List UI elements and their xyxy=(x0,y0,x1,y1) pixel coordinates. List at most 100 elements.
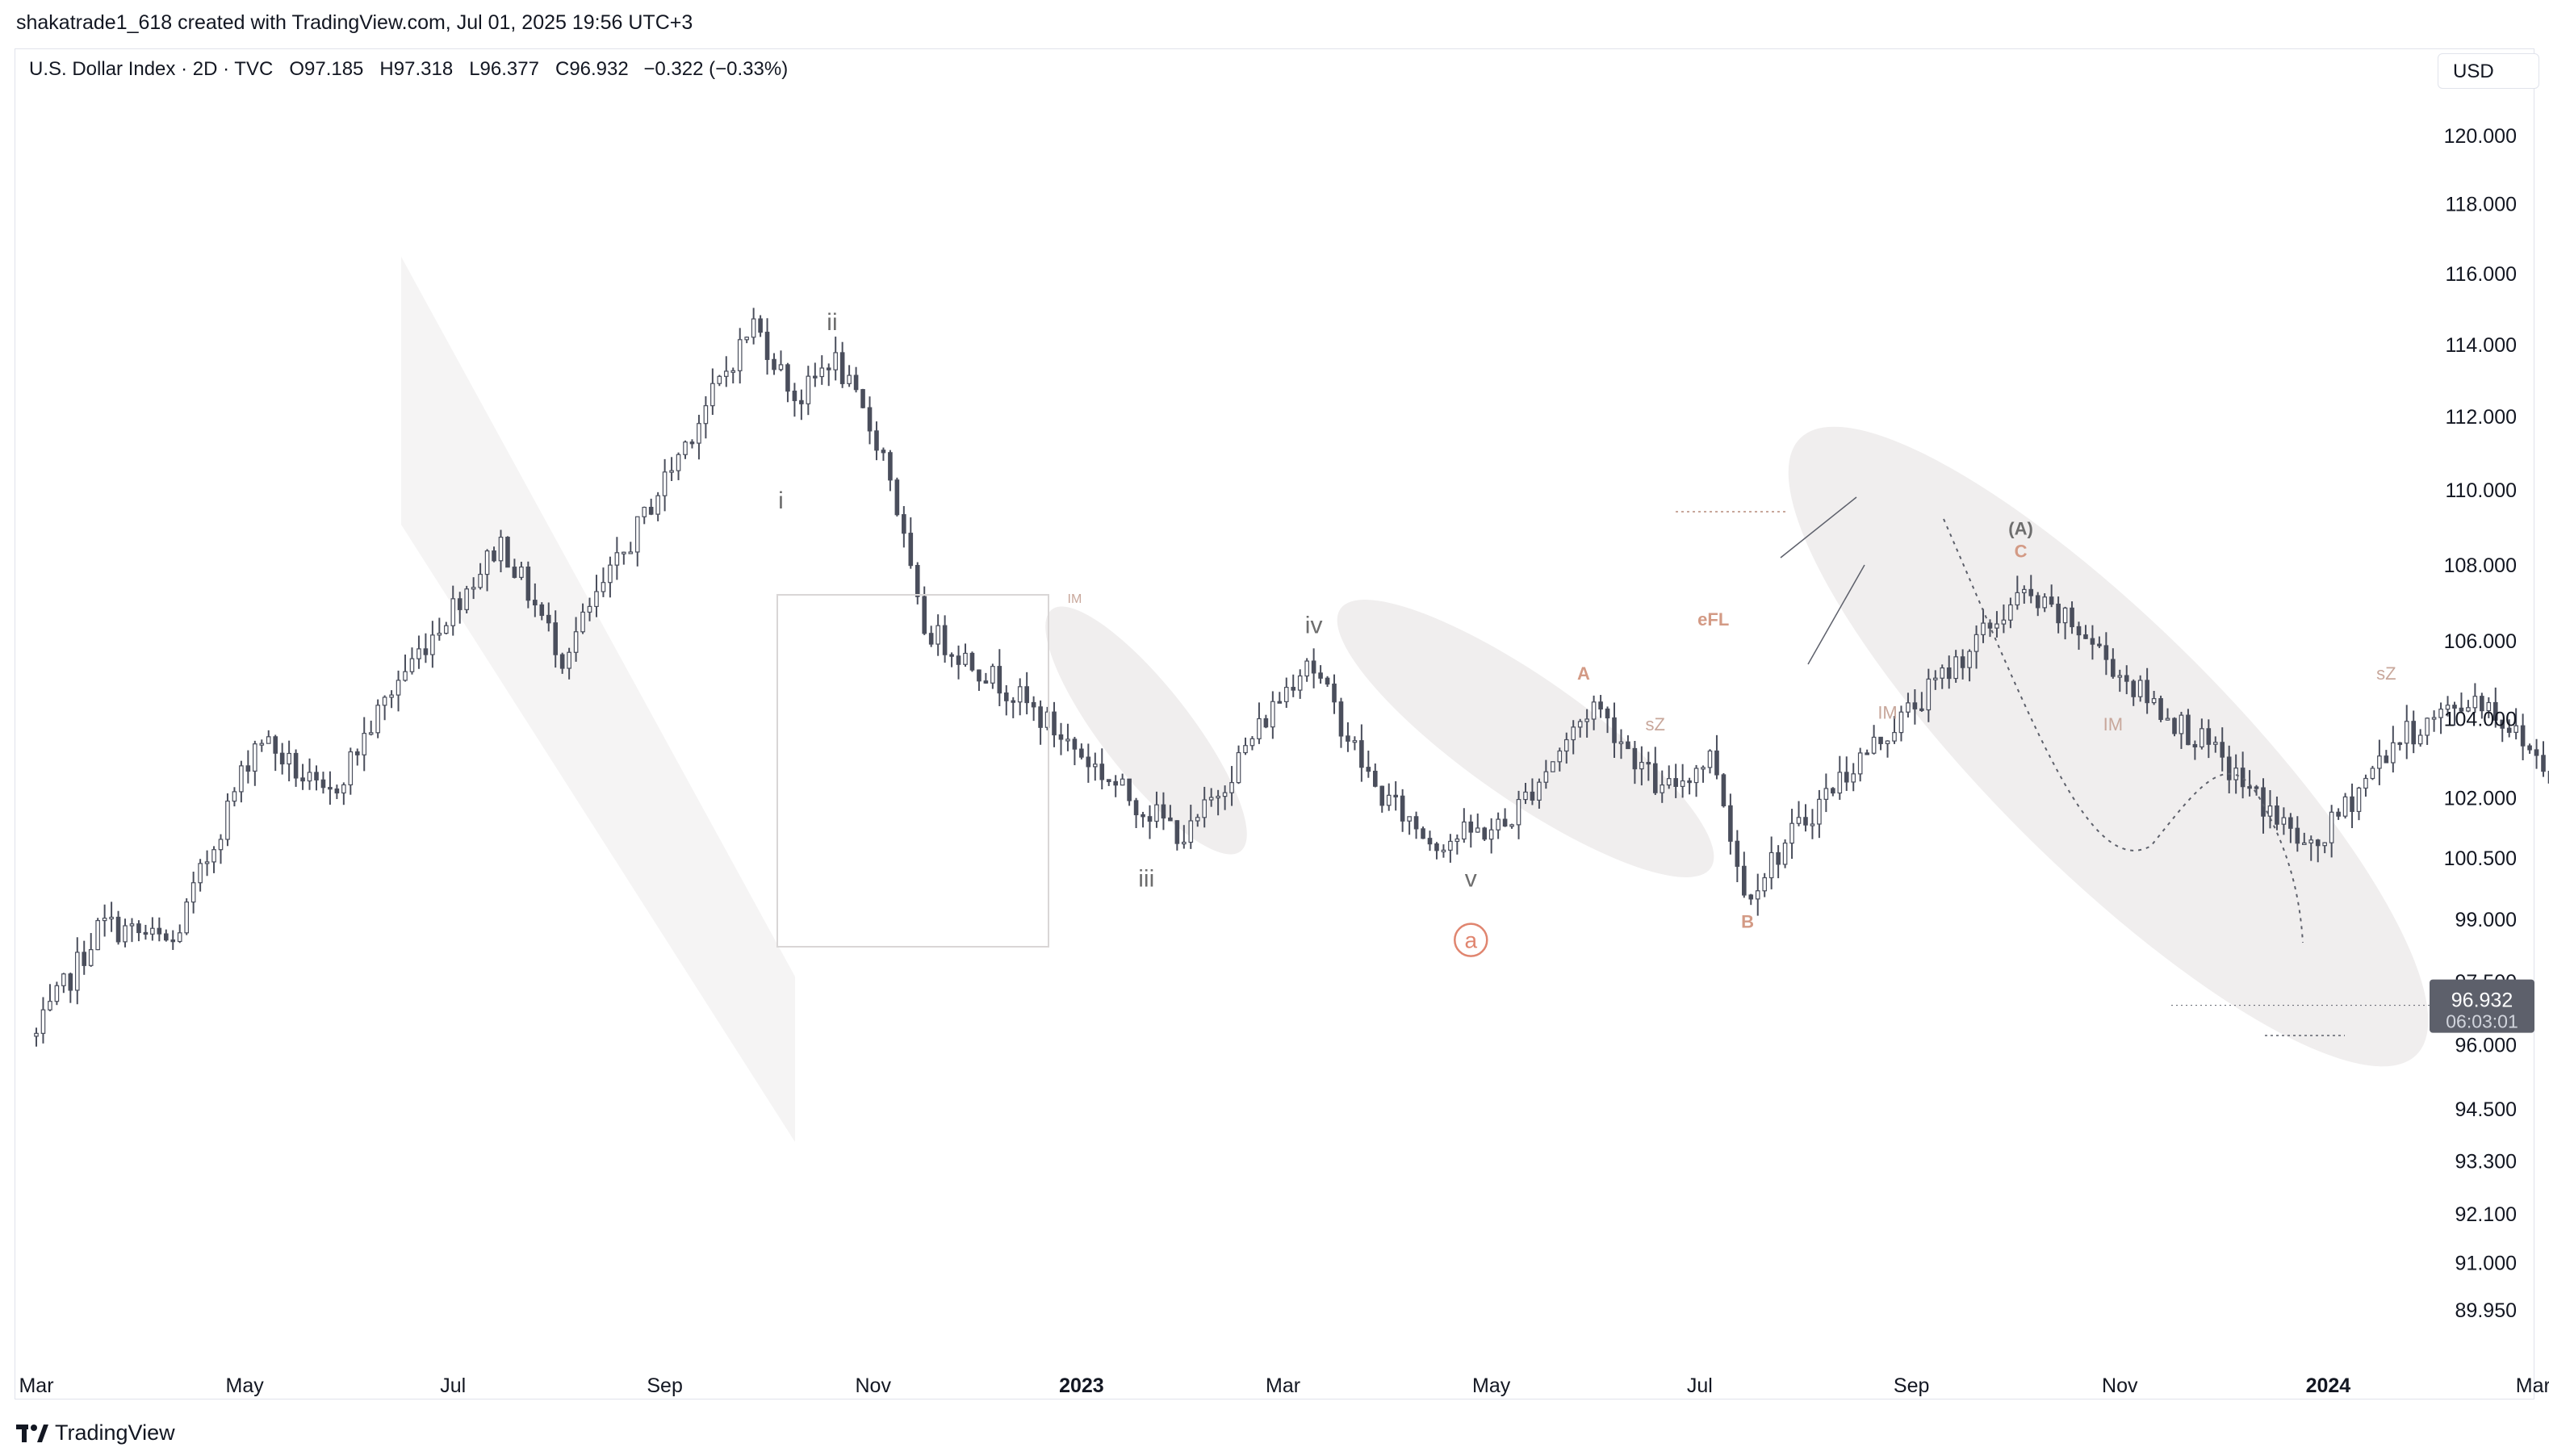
candle-body xyxy=(314,772,319,780)
candle-body xyxy=(1249,738,1255,747)
candle-body xyxy=(1161,804,1166,819)
candle-body xyxy=(1557,750,1563,763)
candle-body xyxy=(1168,817,1173,822)
candle-body xyxy=(211,849,216,863)
candle-body xyxy=(867,407,873,432)
efl-box xyxy=(776,594,1049,948)
candle-body xyxy=(2103,645,2109,660)
candle-body xyxy=(1660,784,1665,793)
tradingview-brand[interactable]: TradingView xyxy=(16,1420,175,1446)
candle-body xyxy=(1618,741,1624,744)
time-tick-label: Jul xyxy=(1687,1374,1713,1397)
im-ellipse-shape xyxy=(1045,606,1247,855)
candle-body xyxy=(253,743,257,772)
price-tick-label: 93.300 xyxy=(2455,1150,2517,1173)
candle-body xyxy=(1017,686,1023,703)
candle-body xyxy=(2076,625,2082,636)
candle-body xyxy=(1024,686,1029,704)
candle-body xyxy=(450,598,456,626)
candle-body xyxy=(1291,687,1296,691)
candle-body xyxy=(2090,638,2095,645)
price-tick-label: 92.100 xyxy=(2455,1203,2517,1226)
candle-body xyxy=(1543,771,1549,783)
candle-body xyxy=(1932,677,1938,680)
candle-body xyxy=(293,752,299,779)
time-tick-label: Mar xyxy=(1266,1374,1300,1397)
candle-body xyxy=(1454,838,1460,843)
candle-body xyxy=(403,671,408,681)
candle-body xyxy=(2117,675,2123,678)
currency-button[interactable]: USD xyxy=(2438,53,2539,89)
price-tick-label: 99.000 xyxy=(2455,909,2517,931)
candle-body xyxy=(1216,796,1220,799)
candle-body xyxy=(1898,711,1904,734)
price-tick-label: 94.500 xyxy=(2455,1098,2517,1121)
candle-body xyxy=(799,400,804,404)
candle-body xyxy=(1605,708,1610,719)
candle-body xyxy=(1598,701,1603,710)
candle-body xyxy=(239,765,244,793)
candle-body xyxy=(1563,738,1569,752)
candle-body xyxy=(2247,786,2252,789)
candle-body xyxy=(1776,851,1781,865)
candle-body xyxy=(1127,778,1132,801)
candle-body xyxy=(819,367,825,378)
candle-body xyxy=(443,625,449,634)
candle-body xyxy=(266,736,271,744)
symbol-name[interactable]: U.S. Dollar Index · 2D · TVC xyxy=(29,58,274,80)
candle-body xyxy=(1728,805,1733,842)
candle-body xyxy=(1208,797,1214,801)
candle-body xyxy=(594,591,599,608)
candle-body xyxy=(1707,750,1713,768)
candle-body xyxy=(2212,742,2218,745)
candle-body xyxy=(1551,761,1555,772)
candle-body xyxy=(1113,780,1118,786)
price-tick-label: 89.950 xyxy=(2455,1299,2517,1322)
candle-body xyxy=(2172,718,2177,734)
candle-body xyxy=(109,916,114,920)
candle-body xyxy=(498,537,504,562)
candle-body xyxy=(1967,651,1972,668)
candle-body xyxy=(2206,728,2212,745)
candle-body xyxy=(2425,718,2430,736)
candle-body xyxy=(2459,707,2464,712)
candle-body xyxy=(1346,735,1350,742)
candle-body xyxy=(307,772,312,782)
candle-body xyxy=(2342,796,2348,817)
candle-body xyxy=(580,611,585,633)
candle-body xyxy=(2186,714,2191,746)
candle-body xyxy=(1714,750,1719,776)
candle-body xyxy=(676,454,681,471)
candle-body xyxy=(1652,763,1658,793)
candle-body xyxy=(123,925,128,943)
candle-body xyxy=(2445,705,2451,710)
candle-body xyxy=(1755,890,1760,900)
time-tick-label: Nov xyxy=(2102,1374,2138,1397)
candle-body xyxy=(2151,698,2157,704)
candle-body xyxy=(1400,795,1405,822)
candle-body xyxy=(2008,604,2013,621)
candle-body xyxy=(928,633,934,645)
time-axis: Mar May Jul Sep Nov 2023 Mar May Jul Sep Nov 2024 Ma… xyxy=(19,1374,2549,1397)
candle-body xyxy=(1584,718,1589,722)
candle-body xyxy=(150,927,155,935)
candle-body xyxy=(184,902,189,934)
candle-body xyxy=(806,375,811,404)
candle-body xyxy=(170,939,176,943)
candle-body xyxy=(1878,736,1883,744)
candle-body xyxy=(1072,738,1078,750)
candle-body xyxy=(2431,717,2437,720)
candle-body xyxy=(785,364,790,392)
wave-label: (A) xyxy=(2008,519,2033,539)
candle-body xyxy=(758,318,763,333)
candle-body xyxy=(362,733,367,755)
candle-body xyxy=(1981,622,1986,635)
candle-body xyxy=(1919,708,1924,711)
candle-body xyxy=(1817,798,1822,825)
candle-body xyxy=(1311,660,1316,674)
candle-body xyxy=(102,918,107,922)
candle-body xyxy=(1639,761,1644,770)
candle-body xyxy=(1646,761,1651,765)
candle-body xyxy=(1421,828,1425,839)
